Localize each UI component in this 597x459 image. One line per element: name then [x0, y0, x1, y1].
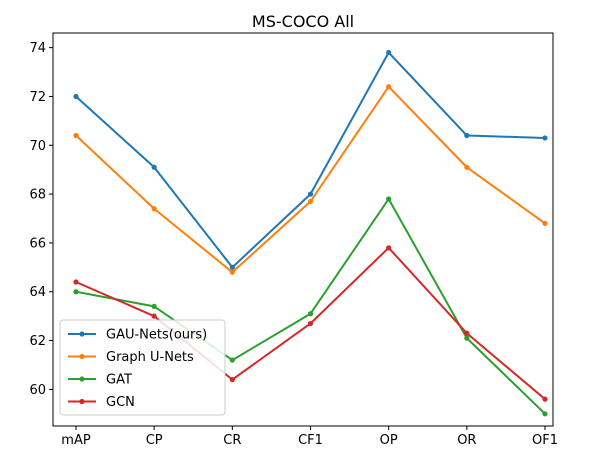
- x-tick-label: CR: [223, 433, 241, 448]
- y-tick-label: 72: [29, 90, 46, 105]
- data-point: [307, 198, 314, 205]
- data-point: [229, 269, 235, 275]
- legend-label: Graph U-Nets: [106, 350, 194, 365]
- data-point: [464, 132, 470, 139]
- y-tick-label: 64: [29, 285, 46, 300]
- data-point: [464, 335, 470, 341]
- y-tick-label: 66: [29, 236, 46, 251]
- data-point: [386, 84, 392, 90]
- y-tick-label: 70: [29, 139, 46, 154]
- y-tick-label: 74: [29, 41, 46, 56]
- legend-item: GAU-Nets(ours): [68, 328, 207, 343]
- legend-item: Graph U-Nets: [68, 350, 194, 365]
- legend-box: [59, 319, 226, 416]
- data-point: [464, 330, 470, 336]
- y-axis: 60 62 64 66 68 70 72 74: [29, 41, 53, 398]
- x-tick-label: CF1: [298, 433, 323, 448]
- data-point: [229, 357, 235, 363]
- series-line: [75, 51, 546, 269]
- y-tick-label: 68: [29, 188, 46, 203]
- series-gcn: [73, 245, 548, 402]
- legend-label: GAT: [106, 373, 132, 388]
- data-point: [386, 49, 392, 56]
- data-point: [542, 135, 548, 141]
- data-point: [73, 93, 79, 100]
- y-tick-label: 62: [29, 334, 46, 349]
- plot-area-frame: [52, 32, 554, 427]
- data-point: [307, 191, 314, 197]
- data-point: [542, 220, 548, 226]
- data-point: [464, 164, 470, 170]
- data-point: [151, 206, 157, 212]
- legend-swatch-marker: [79, 353, 85, 360]
- data-point: [307, 320, 314, 327]
- legend-item: GAT: [68, 373, 132, 388]
- data-point: [386, 196, 392, 202]
- series-gau-nets-ours: [73, 49, 548, 270]
- data-point: [73, 279, 79, 285]
- data-point: [73, 132, 79, 139]
- x-axis: mAP CP CR CF1 OP OR OF1: [61, 426, 558, 448]
- data-point: [151, 303, 157, 309]
- x-tick-label: CP: [146, 433, 163, 448]
- x-tick-label: OR: [457, 433, 476, 448]
- data-point: [386, 245, 392, 251]
- series-gat: [73, 196, 548, 417]
- y-tick-label: 60: [29, 383, 46, 398]
- data-point: [307, 311, 314, 317]
- series-graph-u-nets: [73, 84, 548, 275]
- data-point: [151, 164, 157, 170]
- series-line: [75, 85, 546, 274]
- data-point: [542, 411, 548, 417]
- data-point: [229, 264, 235, 270]
- legend: GAU-Nets(ours) Graph U-Nets GAT GCN: [59, 319, 226, 416]
- x-tick-label: OF1: [532, 433, 558, 448]
- legend-item: GCN: [68, 395, 135, 410]
- data-point: [73, 289, 79, 295]
- legend-swatch-marker: [79, 398, 85, 405]
- data-point: [229, 377, 235, 383]
- series-layer: [73, 49, 548, 417]
- legend-label: GCN: [106, 395, 135, 410]
- data-point: [542, 396, 548, 402]
- legend-swatch-marker: [79, 331, 85, 337]
- x-tick-label: mAP: [61, 433, 91, 448]
- legend-swatch-marker: [79, 376, 85, 382]
- chart-title: MS-COCO All: [252, 12, 354, 31]
- data-point: [151, 313, 157, 319]
- x-tick-label: OP: [380, 433, 398, 448]
- legend-label: GAU-Nets(ours): [106, 328, 207, 343]
